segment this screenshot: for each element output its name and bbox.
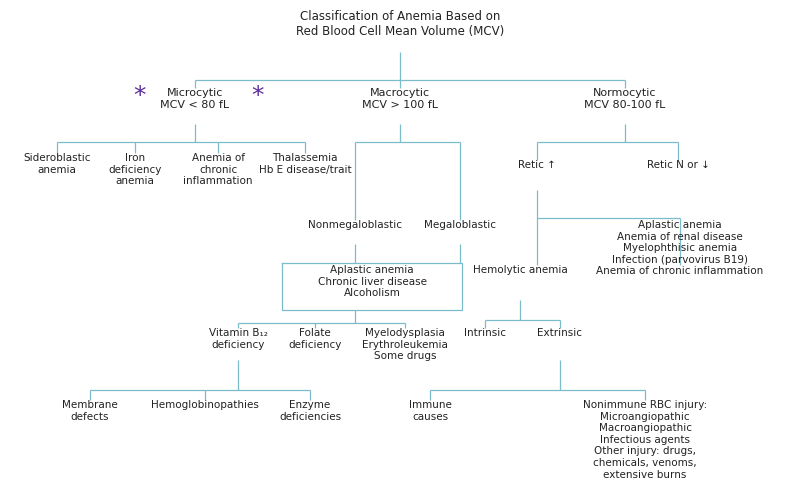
Text: Macrocytic
MCV > 100 fL: Macrocytic MCV > 100 fL (362, 88, 438, 109)
Text: Myelodysplasia
Erythroleukemia
Some drugs: Myelodysplasia Erythroleukemia Some drug… (362, 328, 448, 361)
Text: Nonimmune RBC injury:
Microangiopathic
Macroangiopathic
Infectious agents
Other : Nonimmune RBC injury: Microangiopathic M… (583, 400, 707, 480)
Text: Sideroblastic
anemia: Sideroblastic anemia (23, 153, 90, 175)
Text: Microcytic
MCV < 80 fL: Microcytic MCV < 80 fL (161, 88, 229, 109)
Text: Immune
causes: Immune causes (408, 400, 451, 422)
Text: *: * (134, 84, 146, 108)
Text: Aplastic anemia
Anemia of renal disease
Myelophthisic anemia
Infection (parvovir: Aplastic anemia Anemia of renal disease … (596, 220, 763, 276)
Text: Normocytic
MCV 80-100 fL: Normocytic MCV 80-100 fL (584, 88, 666, 109)
Text: Retic ↑: Retic ↑ (518, 160, 556, 170)
Text: Megaloblastic: Megaloblastic (424, 220, 496, 230)
Text: Enzyme
deficiencies: Enzyme deficiencies (279, 400, 341, 422)
Text: Vitamin B₁₂
deficiency: Vitamin B₁₂ deficiency (208, 328, 267, 350)
Text: Classification of Anemia Based on
Red Blood Cell Mean Volume (MCV): Classification of Anemia Based on Red Bl… (296, 10, 504, 38)
Text: Thalassemia
Hb E disease/trait: Thalassemia Hb E disease/trait (259, 153, 351, 175)
Text: *: * (252, 84, 264, 108)
Text: Hemoglobinopathies: Hemoglobinopathies (151, 400, 259, 410)
Text: Intrinsic: Intrinsic (464, 328, 506, 338)
Text: Folate
deficiency: Folate deficiency (288, 328, 341, 350)
Text: Retic N or ↓: Retic N or ↓ (646, 160, 709, 170)
Text: Anemia of
chronic
inflammation: Anemia of chronic inflammation (183, 153, 253, 186)
Text: Extrinsic: Extrinsic (537, 328, 583, 338)
Text: Aplastic anemia
Chronic liver disease
Alcoholism: Aplastic anemia Chronic liver disease Al… (317, 265, 427, 298)
Text: Nonmegaloblastic: Nonmegaloblastic (308, 220, 402, 230)
Text: Hemolytic anemia: Hemolytic anemia (473, 265, 567, 275)
Text: Iron
deficiency
anemia: Iron deficiency anemia (108, 153, 161, 186)
Text: Membrane
defects: Membrane defects (62, 400, 118, 422)
